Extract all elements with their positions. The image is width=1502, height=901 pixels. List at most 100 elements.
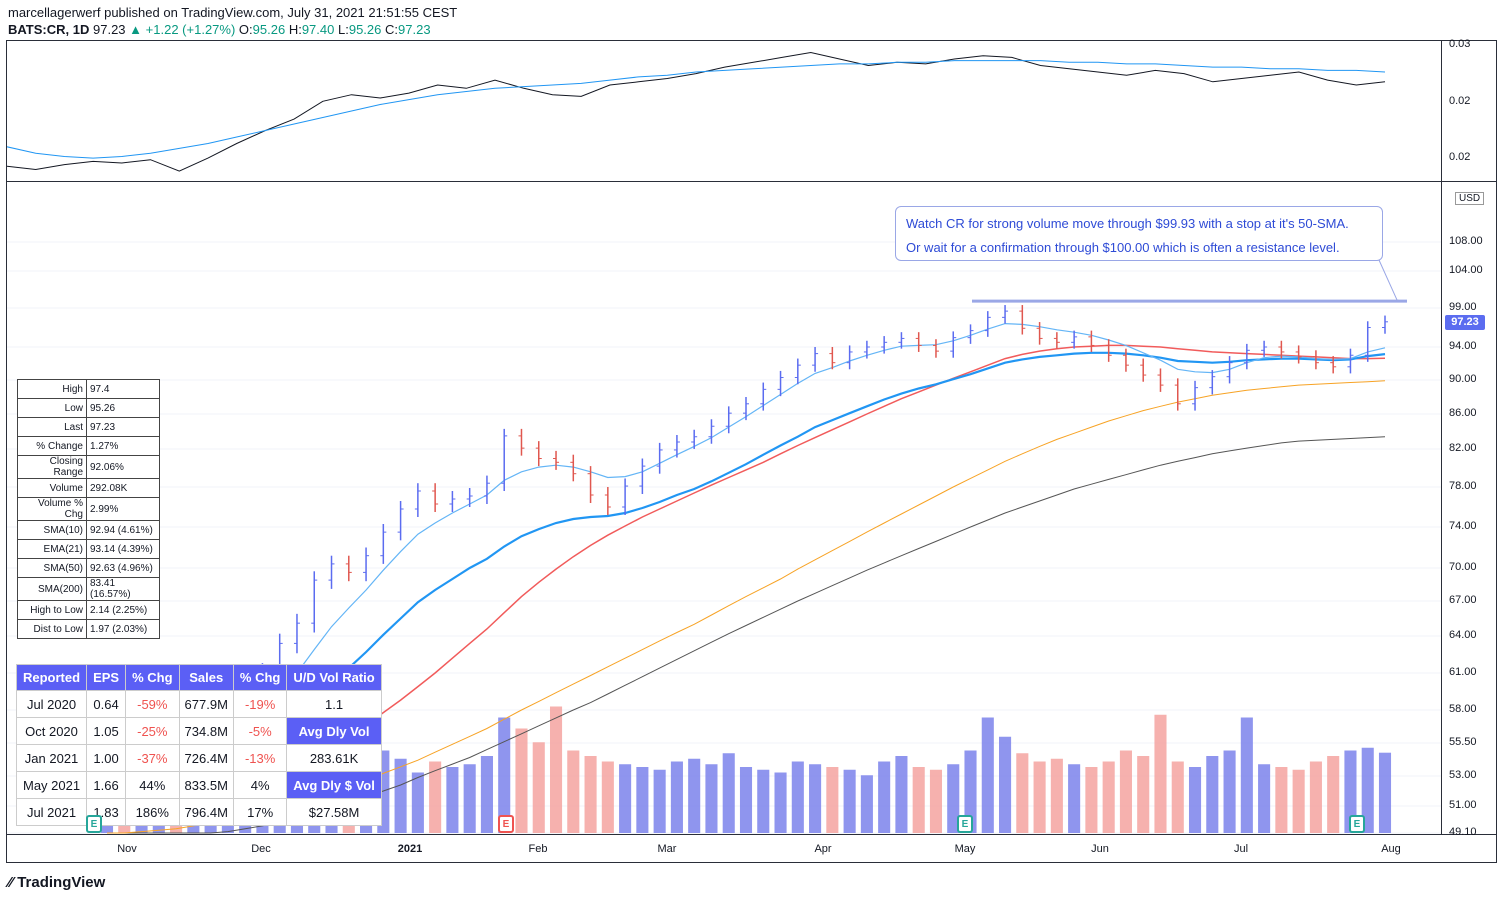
volume-bar: [1154, 714, 1167, 833]
y-tick-label: 53.00: [1449, 769, 1477, 781]
volume-bar: [480, 756, 493, 833]
volume-bar: [1016, 753, 1029, 833]
earnings-header: U/D Vol Ratio: [286, 664, 382, 691]
stats-row: Last 97.23: [17, 417, 160, 437]
earnings-badge-icon[interactable]: E: [1349, 815, 1365, 833]
volume-bar: [1171, 761, 1184, 833]
stats-value: 92.94 (4.61%): [86, 520, 160, 540]
close-label: C:: [385, 22, 399, 37]
sales-cell: 734.8M: [178, 717, 234, 745]
volume-bar: [757, 769, 770, 833]
volume-bar: [1292, 769, 1305, 833]
earnings-header: Reported: [15, 664, 88, 691]
rs-price-scale[interactable]: 0.03 0.02 0.02: [1441, 38, 1497, 182]
stats-value: 292.08K: [86, 478, 160, 498]
x-tick-label: Feb: [528, 843, 548, 855]
volume-bar: [826, 767, 839, 833]
reported-cell: Oct 2020: [15, 717, 88, 745]
y-tick-label: 74.00: [1449, 520, 1477, 532]
volume-bar: [619, 764, 632, 833]
earnings-row: Jul 2021 1.83 186% 796.4M 17% $27.58M: [15, 798, 382, 826]
stats-row: EMA(21) 93.14 (4.39%): [17, 539, 160, 559]
callout-line-2: Or wait for a confirmation through $100.…: [906, 240, 1340, 255]
volume-bar: [1206, 756, 1219, 833]
volume-bar: [636, 767, 649, 833]
volume-bar: [774, 772, 787, 833]
stats-row: Dist to Low 1.97 (2.03%): [17, 619, 160, 639]
price-scale[interactable]: 108.00 104.00 99.00 94.00 90.00 86.00 82.00 78.…: [1441, 181, 1497, 838]
stats-row: SMA(200) 83.41 (16.57%): [17, 577, 160, 601]
rs-ma-line: [7, 60, 1386, 159]
rs-line-pane[interactable]: [6, 40, 1442, 182]
earnings-row: Oct 2020 1.05 -25% 734.8M -5% Avg Dly Vo…: [15, 717, 382, 745]
volume-bar: [1188, 767, 1202, 833]
eps-chg-cell: -59%: [125, 690, 180, 718]
stats-label: Dist to Low: [17, 619, 87, 639]
y-tick-label: 55.50: [1449, 736, 1477, 748]
stats-label: Closing Range: [17, 455, 87, 479]
volume-bar: [981, 717, 994, 833]
stats-label: High: [17, 379, 87, 399]
sales-cell: 677.9M: [178, 690, 234, 718]
volume-bar: [463, 764, 476, 833]
y-tick-label: 90.00: [1449, 373, 1477, 385]
stats-label: SMA(10): [17, 520, 87, 540]
x-tick-label: Jun: [1091, 843, 1109, 855]
y-tick-label: 82.00: [1449, 442, 1477, 454]
earnings-badge-icon[interactable]: E: [86, 815, 102, 833]
ohlc-legend: BATS:CR, 1D 97.23 ▲ +1.22 (+1.27%) O:95.…: [8, 22, 431, 37]
earnings-badge-icon[interactable]: E: [957, 815, 973, 833]
volume-bar: [394, 758, 407, 833]
open-label: O:: [238, 22, 253, 37]
volume-bar: [1309, 761, 1322, 833]
y-tick-label: 104.00: [1449, 264, 1483, 276]
volume-bar: [1361, 747, 1374, 833]
x-tick-label: Aug: [1381, 843, 1401, 855]
volume-bar: [964, 750, 977, 833]
avg-dly-dollar-vol-value: $27.58M: [286, 798, 382, 826]
time-scale[interactable]: Nov Dec 2021 Feb Mar Apr May Jun Jul Aug: [6, 835, 1497, 863]
stats-row: Closing Range 92.06%: [17, 455, 160, 479]
stats-label: SMA(200): [17, 577, 87, 601]
stats-row: Volume % Chg 2.99%: [17, 497, 160, 521]
y-tick-label: 78.00: [1449, 480, 1477, 492]
symbol-label[interactable]: BATS:CR, 1D: [8, 22, 90, 37]
low-label: L:: [338, 22, 349, 37]
stats-value: 97.23: [86, 417, 160, 437]
volume-bar: [653, 769, 666, 833]
reported-cell: Jul 2020: [15, 690, 88, 718]
high-value: 97.40: [301, 22, 335, 37]
tradingview-logo[interactable]: ⁄‌⁄ TradingView: [8, 874, 105, 891]
stats-value: 92.63 (4.96%): [86, 558, 160, 578]
stats-value: 83.41 (16.57%): [86, 577, 160, 601]
stats-label: SMA(50): [17, 558, 87, 578]
stats-label: Volume: [17, 478, 87, 498]
stats-label: EMA(21): [17, 539, 87, 559]
y-tick-label: 86.00: [1449, 407, 1477, 419]
volume-bar: [809, 764, 822, 833]
volume-bar: [670, 761, 683, 833]
tradingview-logo-icon: ⁄‌⁄: [8, 874, 14, 891]
volume-bar: [498, 717, 511, 833]
stats-label: High to Low: [17, 600, 87, 620]
volume-bar: [895, 756, 908, 833]
x-tick-label: May: [954, 843, 976, 855]
y-tick-label: 61.00: [1449, 666, 1477, 678]
y-tick-label: 51.00: [1449, 799, 1477, 811]
earnings-badge-icon[interactable]: E: [498, 815, 514, 833]
ud-vol-ratio-value: 1.1: [286, 690, 382, 718]
stats-value: 1.27%: [86, 436, 160, 456]
stats-row: SMA(10) 92.94 (4.61%): [17, 520, 160, 540]
volume-bar: [791, 761, 804, 833]
eps-chg-cell: -25%: [125, 717, 180, 745]
volume-bar: [739, 767, 753, 833]
volume-bar: [860, 775, 873, 833]
stats-row: Low 95.26: [17, 398, 160, 418]
annotation-callout[interactable]: Watch CR for strong volume move through …: [895, 206, 1383, 261]
eps-chg-cell: 186%: [125, 798, 180, 826]
volume-bar: [1033, 761, 1046, 833]
earnings-header: % Chg: [232, 664, 288, 691]
volume-bar: [429, 761, 442, 833]
x-tick-label: 2021: [397, 843, 423, 855]
volume-bar: [549, 706, 563, 833]
